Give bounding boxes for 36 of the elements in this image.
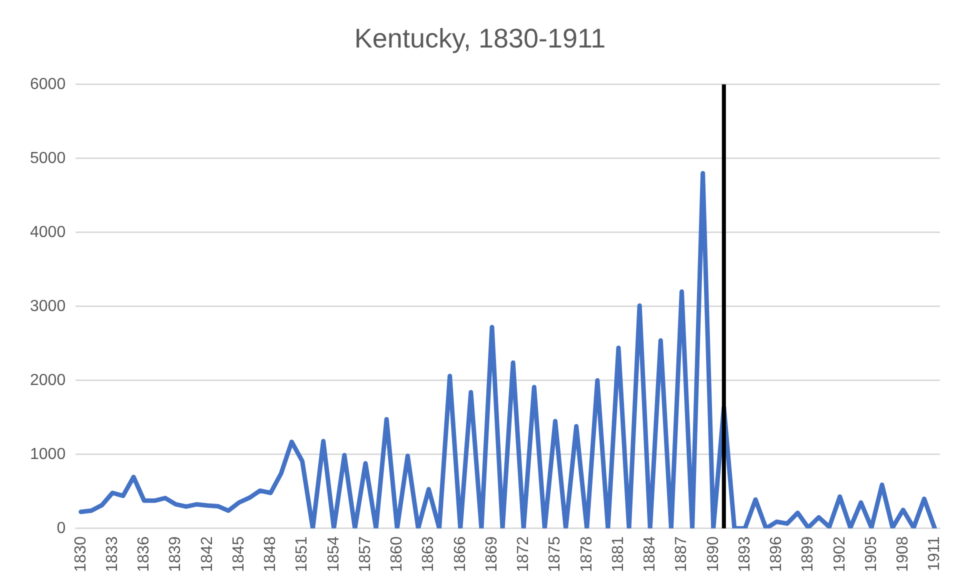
x-tick-label: 1872 bbox=[515, 536, 532, 572]
x-tick-label: 1839 bbox=[167, 536, 184, 572]
x-tick-label: 1902 bbox=[831, 536, 848, 572]
x-tick-label: 1830 bbox=[72, 536, 90, 572]
x-tick-label: 1836 bbox=[136, 536, 153, 572]
x-tick-label: 1854 bbox=[325, 536, 342, 572]
x-tick-label: 1890 bbox=[704, 536, 722, 572]
x-tick-label: 1833 bbox=[104, 536, 121, 572]
x-tick-label: 1878 bbox=[578, 536, 596, 572]
x-tick-label: 1863 bbox=[420, 536, 438, 572]
x-tick-label: 1875 bbox=[546, 536, 564, 572]
y-tick-label: 3000 bbox=[30, 298, 66, 315]
x-tick-label: 1905 bbox=[862, 536, 880, 572]
y-tick-label: 1000 bbox=[30, 446, 66, 463]
x-tick-label: 1896 bbox=[768, 536, 786, 572]
x-tick-label: 1842 bbox=[198, 536, 216, 572]
x-tick-label: 1845 bbox=[230, 536, 248, 572]
x-tick-label: 1911 bbox=[926, 536, 944, 571]
chart-title: Kentucky, 1830-1911 bbox=[354, 24, 606, 54]
x-tick-label: 1857 bbox=[356, 536, 374, 572]
x-tick-label: 1887 bbox=[673, 536, 690, 572]
y-tick-label: 6000 bbox=[30, 76, 66, 93]
y-tick-label: 4000 bbox=[30, 224, 66, 241]
x-tick-label: 1869 bbox=[483, 536, 500, 572]
x-tick-label: 1866 bbox=[452, 536, 469, 572]
x-tick-label: 1881 bbox=[610, 536, 627, 572]
x-tick-label: 1908 bbox=[894, 536, 912, 572]
y-tick-label: 5000 bbox=[30, 150, 66, 167]
y-tick-label: 0 bbox=[56, 520, 66, 537]
x-tick-label: 1899 bbox=[800, 536, 817, 572]
x-tick-label: 1860 bbox=[388, 536, 406, 572]
x-tick-label: 1884 bbox=[642, 536, 659, 572]
x-tick-label: 1848 bbox=[262, 536, 280, 572]
x-tick-label: 1851 bbox=[294, 536, 311, 572]
x-tick-label: 1893 bbox=[736, 536, 754, 572]
y-tick-label: 2000 bbox=[30, 372, 66, 389]
